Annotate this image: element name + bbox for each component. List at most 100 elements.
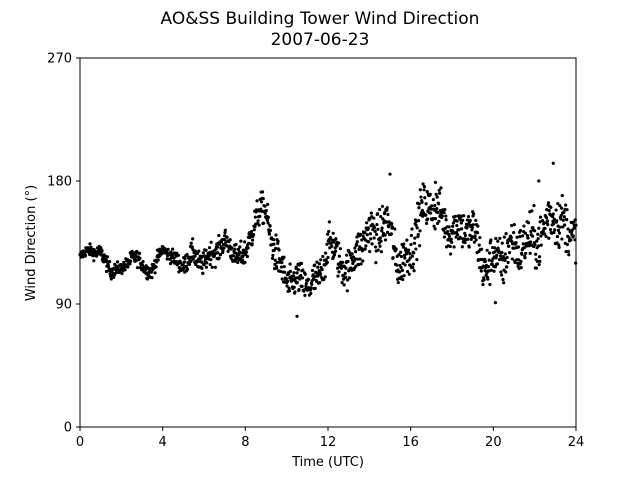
data-point [234,242,238,247]
data-point [201,271,205,275]
data-point [505,265,509,269]
data-point [399,250,403,254]
data-point [280,277,284,281]
data-point [413,236,417,240]
data-point [557,243,561,247]
data-point [425,217,430,221]
data-point [236,247,241,251]
data-point [309,286,313,290]
data-point [522,224,526,228]
data-point [562,215,566,219]
data-point [416,218,421,223]
data-point [440,214,444,218]
data-point [380,204,385,208]
data-point [324,258,328,262]
data-point [223,228,227,232]
x-tick-label: 24 [568,435,585,450]
data-point [533,229,537,233]
data-point [284,277,288,281]
data-point [189,241,193,245]
data-point [299,261,304,266]
data-point [181,263,185,267]
data-point [340,281,344,285]
data-point [265,218,269,222]
data-point [516,261,520,266]
data-point [493,301,497,305]
data-point [399,265,403,270]
x-tick-label: 4 [159,435,167,450]
y-tick-label: 180 [47,175,72,190]
data-point [232,254,236,258]
data-point [250,238,255,242]
chart-title: AO&SS Building Tower Wind Direction [161,9,480,29]
data-point [303,293,307,297]
data-point [301,268,305,272]
data-point [113,262,117,266]
data-point [506,260,510,265]
data-point [483,259,488,263]
data-point [438,191,442,195]
data-point [233,247,237,251]
data-point [306,277,310,281]
data-point [537,179,541,183]
data-point [372,225,377,230]
data-point [433,217,438,221]
data-point [560,193,564,198]
data-point [321,254,325,259]
data-point [374,261,378,265]
data-point [204,248,208,252]
data-point [487,269,491,273]
x-tick-label: 8 [241,435,249,450]
data-point [171,247,175,251]
data-point [217,233,221,238]
data-point [411,262,416,266]
data-point [389,232,393,236]
data-point [476,257,481,262]
data-point [524,251,528,256]
data-point [373,245,378,249]
data-point [501,277,505,282]
data-point [444,214,448,218]
data-point [138,256,142,260]
data-point [393,227,397,231]
data-point [213,265,217,269]
data-point [258,214,262,218]
data-point [323,275,327,279]
data-point [374,232,379,237]
data-point [395,263,399,267]
data-point [562,210,566,214]
data-point [299,274,303,278]
data-point [287,272,291,276]
data-point [205,261,209,265]
data-point [177,270,181,274]
data-point [210,265,214,269]
data-point [494,236,498,241]
data-point [496,246,500,250]
data-point [437,219,441,224]
data-point [466,214,471,219]
data-point [222,243,226,247]
x-tick-label: 0 [76,435,84,450]
data-point [363,231,367,235]
data-point [333,249,338,253]
data-point [108,260,112,264]
data-point [383,238,388,242]
data-point [526,236,530,240]
data-point [260,190,265,194]
data-point [404,247,408,251]
data-point [253,224,257,229]
data-point [486,277,490,281]
data-point [342,283,346,287]
chart-subtitle: 2007-06-23 [271,30,370,50]
data-point [422,184,427,189]
data-point [379,214,383,219]
data-point [250,242,254,246]
data-point [536,232,540,236]
data-point [264,208,268,213]
data-point [316,265,320,269]
data-points [78,161,578,318]
data-point [559,206,564,210]
data-point [565,208,569,212]
data-point [480,247,484,251]
